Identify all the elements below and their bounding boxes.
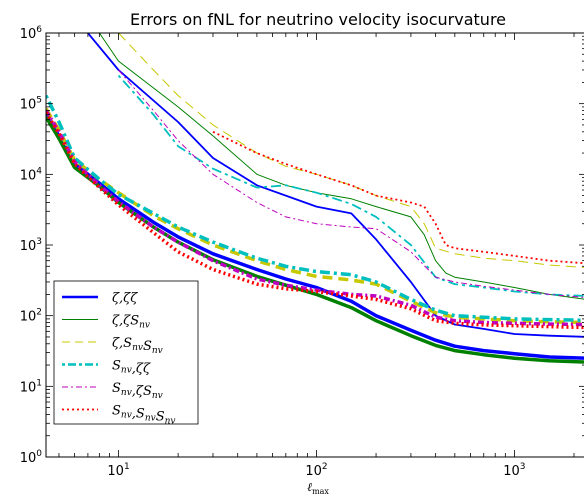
y-tick-label: 106 (20, 25, 43, 42)
legend: ζ,ζζ ζ,ζSnv ζ,SnvSnv Snv,ζζ Snv,ζSnv Snv,SnvS… (53, 280, 199, 427)
series-line-s-nv-upper (117, 74, 584, 297)
legend-label-s-nv: ζ,ζSnv (112, 314, 150, 331)
series-line-s-nv-lower (46, 94, 584, 323)
series-layer (46, 33, 584, 364)
legend-label-: ζ,ζζ (112, 291, 138, 306)
series-line-s-nv-s-nv-lower (46, 109, 584, 327)
y-tick-label: 102 (20, 308, 42, 325)
series-line--upper (87, 33, 584, 338)
x-tick-label: 101 (107, 462, 129, 479)
legend-label-s-nv-s-nvs-nv: Snv,SnvSnv (112, 404, 176, 427)
series-line--lower (46, 113, 584, 360)
x-tick-label: 102 (305, 462, 327, 479)
ticks-layer (46, 32, 584, 458)
legend-label-s-nv-s-nv: Snv,ζSnv (112, 381, 163, 401)
series-line-s-nvs-nv-lower (46, 107, 584, 325)
y-tick-label: 100 (20, 449, 43, 466)
axis-labels-layer: 101 102 103 100 101 102 103 104 105 106 (20, 25, 526, 479)
y-tick-label: 105 (20, 96, 42, 113)
series-line-s-nv-s-nv-upper (118, 69, 584, 298)
chart-title: Errors on fNL for neutrino velocity isoc… (130, 10, 506, 29)
legend-label-s-nv: Snv,ζζ (112, 359, 151, 377)
y-tick-label: 103 (20, 237, 42, 254)
y-tick-label: 101 (20, 378, 42, 395)
x-axis-label: ℓmax (307, 480, 329, 496)
y-tick-label: 104 (20, 166, 43, 183)
series-line-s-nv-upper (98, 33, 584, 300)
legend-label-s-nvs-nv: ζ,SnvSnv (112, 336, 163, 356)
series-line-s-nv-s-nvs-nv-upper (212, 130, 584, 265)
x-tick-label: 103 (503, 462, 525, 479)
legend-box (53, 280, 199, 425)
